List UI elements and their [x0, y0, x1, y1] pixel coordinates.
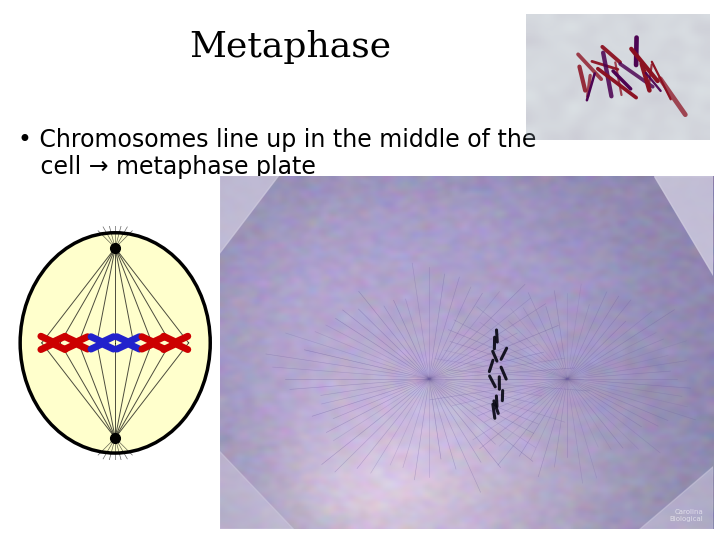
- Polygon shape: [654, 176, 713, 274]
- Text: Carolina
Biological: Carolina Biological: [669, 509, 703, 522]
- Text: • Chromosomes line up in the middle of the: • Chromosomes line up in the middle of t…: [18, 128, 536, 152]
- Text: cell → metaphase plate: cell → metaphase plate: [18, 155, 316, 179]
- Polygon shape: [639, 465, 713, 529]
- Polygon shape: [220, 176, 279, 253]
- Text: Metaphase: Metaphase: [189, 30, 391, 64]
- Ellipse shape: [20, 233, 210, 453]
- Polygon shape: [220, 451, 294, 529]
